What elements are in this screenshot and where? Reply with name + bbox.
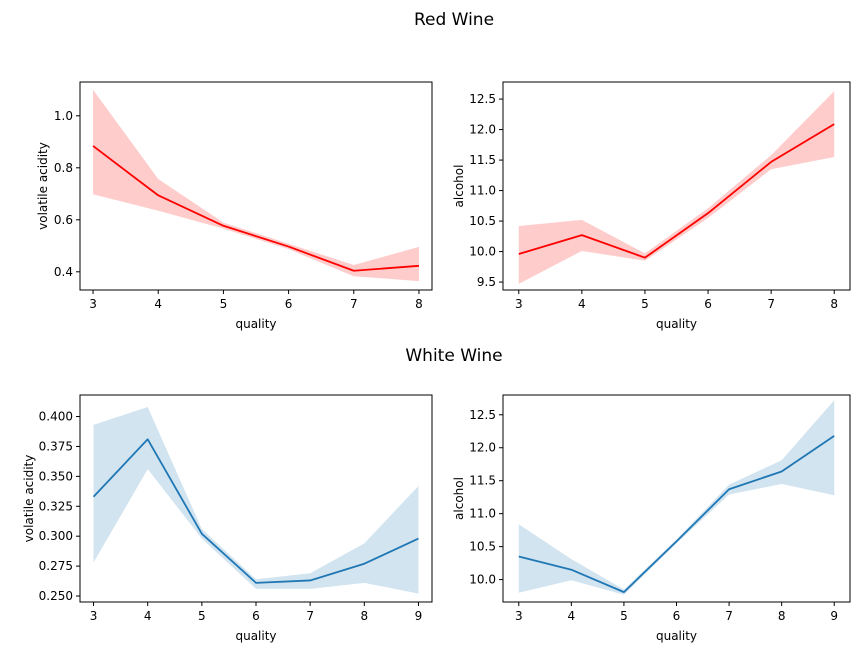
red-volatile-acidity-x-tick-label: 4 [154, 297, 162, 311]
white-volatile-acidity-y-tick-label: 0.250 [39, 589, 73, 603]
white-alcohol-y-tick-label: 10.5 [469, 540, 496, 554]
white-alcohol-y-tick-label: 11.0 [469, 507, 496, 521]
white-volatile-acidity-y-tick-label: 0.300 [39, 529, 73, 543]
red-alcohol-x-axis-label: quality [656, 317, 697, 331]
red-alcohol-x-tick-label: 5 [641, 297, 649, 311]
red-volatile-acidity-y-tick-label: 0.8 [54, 161, 73, 175]
red-alcohol-x-tick-label: 6 [704, 297, 712, 311]
red-alcohol-axes-frame [502, 81, 851, 291]
white-alcohol-x-axis-label: quality [656, 629, 697, 643]
white-volatile-acidity-x-tick-label: 9 [415, 609, 423, 623]
white-alcohol-confidence-band [518, 400, 835, 595]
white-volatile-acidity-y-tick-label: 0.325 [39, 499, 73, 513]
red-volatile-acidity-x-tick-label: 3 [89, 297, 97, 311]
red-volatile-acidity-y-tick-label: 1.0 [54, 109, 73, 123]
white-alcohol-x-tick-label: 6 [673, 609, 681, 623]
white-alcohol-series-line [518, 435, 835, 594]
red-alcohol-x-tick-label: 4 [578, 297, 586, 311]
white-volatile-acidity-y-tick-label: 0.400 [39, 410, 73, 424]
red-volatile-acidity-x-axis-label: quality [235, 317, 276, 331]
red-alcohol-y-tick-label: 11.0 [469, 184, 496, 198]
red-alcohol-confidence-band [518, 91, 835, 284]
white-alcohol-x-tick-label: 8 [778, 609, 786, 623]
red-volatile-acidity-axes-frame [79, 81, 433, 291]
white-volatile-acidity-y-axis-label: volatile acidity [22, 455, 36, 543]
red-volatile-acidity-x-tick-label: 7 [350, 297, 358, 311]
white-volatile-acidity-x-tick-label: 6 [252, 609, 260, 623]
red-alcohol-y-tick-label: 12.5 [469, 92, 496, 106]
red-alcohol-y-tick-label: 12.0 [469, 123, 496, 137]
white-volatile-acidity-y-tick-label: 0.275 [39, 559, 73, 573]
red-volatile-acidity-y-tick-label: 0.6 [54, 213, 73, 227]
red-volatile-acidity-chart: 3 4 5 6 7 8 0.4 0.6 0.8 1.0 quality volatile acidit… [36, 81, 433, 331]
red-alcohol-y-tick-label: 9.5 [477, 275, 496, 289]
white-alcohol-x-tick-label: 4 [568, 609, 576, 623]
white-alcohol-x-tick-label: 3 [515, 609, 523, 623]
red-volatile-acidity-y-axis-label: volatile acidity [36, 142, 50, 230]
red-wine-title: Red Wine [414, 10, 494, 30]
red-volatile-acidity-confidence-band [93, 89, 419, 282]
red-alcohol-y-tick-label: 10.0 [469, 245, 496, 259]
red-alcohol-x-tick-label: 7 [767, 297, 775, 311]
white-volatile-acidity-x-tick-label: 4 [144, 609, 152, 623]
white-volatile-acidity-series-line [92, 438, 419, 584]
white-alcohol-y-tick-label: 12.0 [469, 441, 496, 455]
red-alcohol-x-tick-label: 3 [515, 297, 523, 311]
white-volatile-acidity-confidence-band [93, 406, 419, 594]
red-alcohol-series-line [518, 123, 835, 259]
red-volatile-acidity-y-tick-label: 0.4 [54, 265, 73, 279]
red-volatile-acidity-series-line [92, 145, 420, 272]
red-alcohol-y-axis-label: alcohol [452, 165, 466, 208]
white-volatile-acidity-chart: 3 4 5 6 7 8 9 0.250 0.275 0.300 0.325 0.350 0.375 0.4… [22, 394, 433, 643]
white-volatile-acidity-x-tick-label: 3 [90, 609, 98, 623]
white-wine-title: White Wine [405, 346, 502, 366]
white-alcohol-y-tick-label: 10.0 [469, 573, 496, 587]
white-alcohol-y-tick-label: 12.5 [469, 408, 496, 422]
white-volatile-acidity-y-tick-label: 0.350 [39, 469, 73, 483]
white-alcohol-chart: 3 4 5 6 7 8 9 10.0 10.5 11.0 11.5 12.0 12.5 quality al… [452, 394, 851, 643]
white-alcohol-x-tick-label: 9 [830, 609, 838, 623]
red-alcohol-y-tick-label: 10.5 [469, 214, 496, 228]
white-volatile-acidity-y-tick-label: 0.375 [39, 439, 73, 453]
white-volatile-acidity-x-axis-label: quality [235, 629, 276, 643]
white-alcohol-y-axis-label: alcohol [452, 477, 466, 520]
white-volatile-acidity-x-tick-label: 8 [360, 609, 368, 623]
white-alcohol-x-tick-label: 5 [620, 609, 628, 623]
red-alcohol-y-tick-label: 11.5 [469, 153, 496, 167]
white-alcohol-y-tick-label: 11.5 [469, 474, 496, 488]
white-alcohol-x-tick-label: 7 [725, 609, 733, 623]
red-alcohol-x-tick-label: 8 [830, 297, 838, 311]
red-volatile-acidity-x-tick-label: 5 [220, 297, 228, 311]
red-alcohol-chart: 3 4 5 6 7 8 9.5 10.0 10.5 11.0 11.5 12.0 12.5 quality… [452, 81, 851, 331]
red-volatile-acidity-x-tick-label: 8 [415, 297, 423, 311]
white-volatile-acidity-x-tick-label: 5 [198, 609, 206, 623]
red-volatile-acidity-x-tick-label: 6 [285, 297, 293, 311]
white-volatile-acidity-x-tick-label: 7 [306, 609, 314, 623]
